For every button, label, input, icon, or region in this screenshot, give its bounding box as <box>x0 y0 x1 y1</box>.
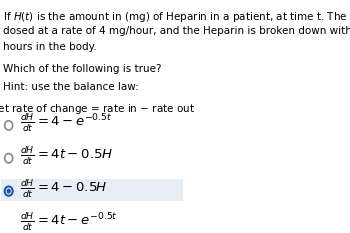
Circle shape <box>7 188 11 194</box>
Text: $\frac{dH}{dt} = 4t - 0.5H$: $\frac{dH}{dt} = 4t - 0.5H$ <box>20 145 112 167</box>
Circle shape <box>5 121 13 130</box>
Circle shape <box>5 219 13 229</box>
Text: dosed at a rate of 4 mg/hour, and the Heparin is broken down with a half-life of: dosed at a rate of 4 mg/hour, and the He… <box>3 26 350 36</box>
FancyBboxPatch shape <box>1 179 183 201</box>
Circle shape <box>5 186 13 196</box>
Text: If $H(t)$ is the amount in (mg) of Heparin in a patient, at time t. The patient : If $H(t)$ is the amount in (mg) of Hepar… <box>3 10 350 24</box>
Text: $\frac{dH}{dt} = 4t - e^{-0.5t}$: $\frac{dH}{dt} = 4t - e^{-0.5t}$ <box>20 211 117 233</box>
Text: Which of the following is true?: Which of the following is true? <box>3 64 162 74</box>
Circle shape <box>5 154 13 163</box>
Text: Hint: use the balance law:: Hint: use the balance law: <box>3 82 139 92</box>
Text: hours in the body.: hours in the body. <box>3 42 97 52</box>
Text: $\frac{dH}{dt} = 4 - 0.5H$: $\frac{dH}{dt} = 4 - 0.5H$ <box>20 178 107 200</box>
Text: Net rate of change = rate in $-$ rate out: Net rate of change = rate in $-$ rate ou… <box>0 102 195 116</box>
Text: $\frac{dH}{dt} = 4 - e^{-0.5t}$: $\frac{dH}{dt} = 4 - e^{-0.5t}$ <box>20 112 112 134</box>
